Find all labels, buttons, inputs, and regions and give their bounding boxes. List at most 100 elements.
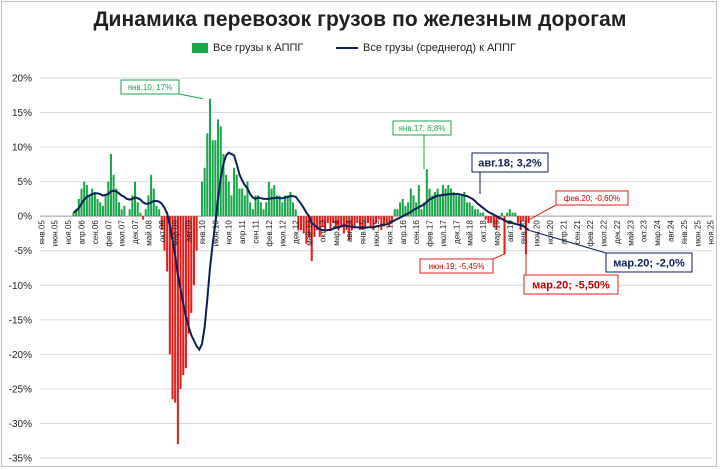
- bar: [423, 202, 426, 217]
- bar: [302, 216, 305, 234]
- bar: [460, 194, 463, 217]
- bar: [500, 212, 503, 217]
- bar: [366, 216, 369, 224]
- bar: [474, 209, 477, 217]
- x-tick-label: июл.22: [600, 220, 609, 247]
- bar: [115, 188, 118, 217]
- bar: [380, 216, 383, 230]
- bar: [431, 195, 434, 217]
- bar: [190, 216, 193, 313]
- bar: [230, 195, 233, 217]
- chart-title: Динамика перевозок грузов по железным до…: [93, 8, 627, 31]
- bar: [337, 216, 340, 230]
- bar: [308, 216, 311, 237]
- bar: [131, 195, 134, 217]
- bar: [334, 216, 337, 227]
- x-tick-label: фев.17: [426, 220, 435, 247]
- bar: [383, 216, 386, 227]
- y-tick-label: -20%: [9, 350, 32, 361]
- x-tick-label: мар.19: [492, 220, 501, 246]
- bar: [241, 188, 244, 217]
- bar: [364, 216, 367, 227]
- bar: [514, 212, 517, 217]
- bar: [93, 192, 96, 217]
- y-tick-label: -25%: [9, 384, 32, 395]
- bar: [219, 126, 222, 217]
- y-tick-label: 15%: [12, 108, 32, 119]
- bar: [420, 209, 423, 217]
- bar: [281, 202, 284, 217]
- x-tick-label: сен.16: [412, 220, 421, 245]
- bar: [401, 198, 404, 217]
- annotation-box: [523, 274, 619, 295]
- x-tick-label: ноя.10: [225, 220, 234, 245]
- bar: [184, 216, 187, 369]
- bar: [356, 216, 359, 224]
- x-tick-label: июн.15: [372, 220, 381, 247]
- bar: [372, 216, 375, 230]
- bar: [313, 216, 316, 237]
- annotation-box: [555, 190, 629, 206]
- bar: [519, 216, 522, 230]
- bar: [233, 167, 236, 217]
- bar: [88, 195, 91, 217]
- bar: [490, 216, 493, 224]
- bar: [300, 216, 303, 230]
- bar: [457, 195, 461, 217]
- bar: [407, 202, 410, 217]
- bar: [120, 209, 123, 217]
- annotation-box: [419, 258, 494, 274]
- x-tick-label: дек.07: [131, 220, 140, 244]
- bar: [377, 216, 380, 220]
- x-tick-label: янв.05: [37, 220, 46, 245]
- bar: [273, 185, 276, 217]
- bar: [358, 216, 361, 230]
- bar: [107, 181, 110, 217]
- bar: [112, 174, 115, 217]
- bar: [385, 216, 388, 224]
- bar: [278, 195, 281, 217]
- bar: [168, 216, 171, 355]
- bar: [176, 216, 179, 445]
- x-tick-label: янв.15: [359, 220, 368, 245]
- bar: [455, 195, 458, 217]
- bar: [318, 216, 321, 237]
- bar: [101, 205, 104, 217]
- bar: [249, 202, 252, 217]
- bar: [516, 216, 519, 224]
- bar: [425, 169, 428, 217]
- x-tick-label: мар.24: [653, 220, 662, 246]
- bar: [340, 216, 343, 227]
- bar: [439, 195, 442, 217]
- x-tick-label: мар.09: [171, 220, 180, 246]
- bar: [109, 154, 112, 217]
- bar: [393, 209, 396, 217]
- bar: [495, 216, 498, 230]
- bar: [75, 209, 78, 217]
- bar: [310, 216, 313, 262]
- x-tick-label: окт.13: [318, 220, 327, 242]
- bar: [449, 188, 452, 217]
- bar: [428, 188, 431, 217]
- x-tick-label: дек.12: [292, 220, 301, 244]
- x-tick-label: авг.14: [345, 220, 354, 242]
- y-tick-label: -5%: [14, 246, 32, 257]
- bar: [348, 216, 351, 241]
- bar: [163, 216, 166, 251]
- x-tick-label: дек.17: [452, 220, 461, 244]
- x-tick-label: сен.06: [91, 220, 100, 245]
- x-tick-label: окт.23: [640, 220, 649, 242]
- legend-swatch-bars: [192, 43, 208, 53]
- bar: [289, 192, 292, 217]
- x-tick-label: май.18: [466, 220, 475, 246]
- bar: [257, 195, 260, 217]
- bar: [399, 202, 402, 217]
- bar: [484, 216, 487, 220]
- x-tick-label: ноя.05: [64, 220, 73, 245]
- y-tick-label: 10%: [12, 143, 32, 154]
- x-tick-label: июн.05: [51, 220, 60, 247]
- bar: [123, 205, 126, 217]
- x-tick-label: янв.10: [198, 220, 207, 245]
- bar: [214, 140, 217, 217]
- bar: [128, 209, 131, 217]
